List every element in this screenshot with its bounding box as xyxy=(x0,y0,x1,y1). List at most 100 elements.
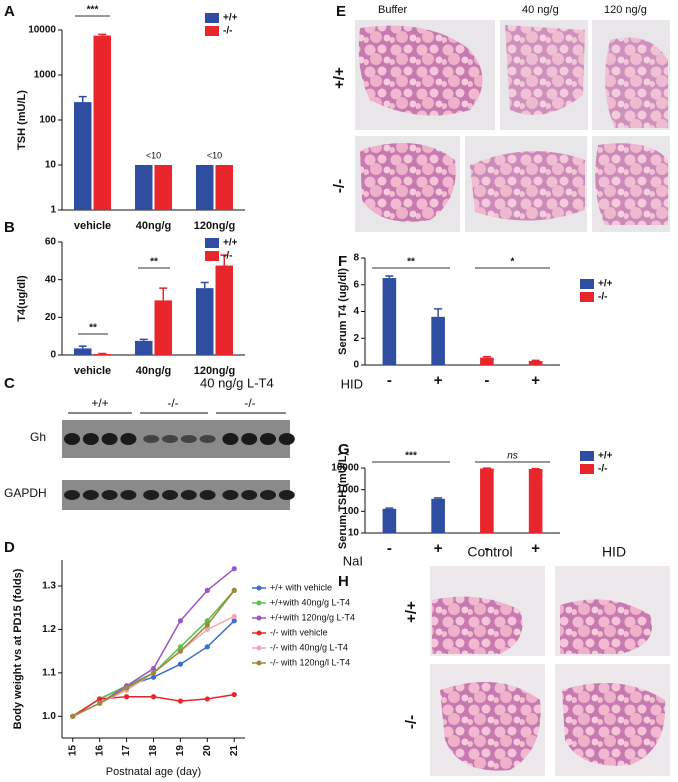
y-tick-label: 6 xyxy=(353,279,359,290)
tissue xyxy=(505,25,585,115)
x-tick-label: - xyxy=(387,372,392,389)
band xyxy=(64,490,80,500)
panel-label: H xyxy=(338,573,349,590)
blot-panel: C 40 ng/g L-T4 +/+ -/- -/- Gh GAPDH xyxy=(4,375,295,510)
band xyxy=(143,490,160,500)
band xyxy=(82,433,99,445)
column-label: 40 ng/g xyxy=(522,4,559,16)
y-tick-label: 1.1 xyxy=(42,668,56,679)
legend-label: +/+ xyxy=(598,451,613,462)
y-tick-label: 1.2 xyxy=(42,624,56,635)
x-tick-label: 40ng/g xyxy=(136,220,171,232)
error-bar xyxy=(385,275,394,279)
band xyxy=(101,433,118,445)
error-bar xyxy=(200,281,209,289)
point xyxy=(150,674,157,680)
band xyxy=(278,490,295,500)
error-bar xyxy=(434,308,443,317)
error-bar xyxy=(139,338,148,341)
tissue xyxy=(470,151,585,221)
panel-label: E xyxy=(336,3,346,20)
bar xyxy=(480,357,494,365)
band xyxy=(120,490,137,500)
legend-swatch xyxy=(205,13,219,23)
x-axis-label: HID xyxy=(341,376,363,391)
annotation: *** xyxy=(87,5,99,16)
x-tick-label: 17 xyxy=(121,745,132,757)
band xyxy=(120,433,137,445)
row-label: GAPDH xyxy=(4,486,47,500)
row-label: -/- xyxy=(331,179,348,193)
annotation: ** xyxy=(150,257,158,268)
point xyxy=(70,713,76,719)
y-tick-label: 4 xyxy=(353,306,359,317)
band xyxy=(180,490,197,500)
y-tick-label: 10 xyxy=(45,160,57,171)
y-tick-label: 0 xyxy=(50,350,56,361)
y-tick-label: 0 xyxy=(353,360,359,371)
legend-label: +/+with 40ng/g L-T4 xyxy=(270,597,350,607)
bar xyxy=(382,278,397,365)
y-tick-label: 10 xyxy=(348,528,360,539)
column-label: Buffer xyxy=(378,4,407,16)
point xyxy=(177,661,184,667)
x-tick-label: 40ng/g xyxy=(136,365,171,377)
x-tick-label: + xyxy=(531,540,540,557)
band xyxy=(222,490,239,500)
error-bar xyxy=(385,507,394,509)
point xyxy=(150,665,157,672)
panel-label: A xyxy=(4,3,15,20)
bar xyxy=(154,300,173,355)
legend-label: +/+ with vehicle xyxy=(270,582,332,592)
y-tick-label: 1.3 xyxy=(42,581,56,592)
legend-swatch xyxy=(580,451,594,461)
tissue xyxy=(562,682,666,766)
y-axis-label: T4(ug/dl) xyxy=(16,275,28,322)
x-tick-label: 20 xyxy=(202,745,213,757)
error-bar xyxy=(434,497,443,499)
group-label: -/- xyxy=(167,396,178,410)
error-bar xyxy=(98,33,107,36)
error-bar xyxy=(159,287,168,301)
legend-label: +/+ xyxy=(223,13,238,24)
bar xyxy=(431,498,445,533)
point xyxy=(204,622,210,628)
x-axis-label: Postnatal age (day) xyxy=(106,766,201,778)
point xyxy=(204,626,210,633)
point xyxy=(177,618,184,624)
legend-label: -/- xyxy=(223,26,232,37)
tissue xyxy=(560,599,652,654)
x-tick-label: + xyxy=(434,372,443,389)
column-label: 120 ng/g xyxy=(604,4,647,16)
band xyxy=(278,433,295,445)
legend-swatch xyxy=(580,464,594,474)
y-tick-label: 100 xyxy=(342,506,359,517)
legend-label: -/- with 40ng/g L-T4 xyxy=(270,642,348,652)
y-axis-label: Serum TSH (mU/L) xyxy=(337,452,349,550)
point xyxy=(123,685,130,691)
annotation: * xyxy=(511,257,515,268)
band xyxy=(222,433,239,445)
y-tick-label: 1 xyxy=(50,205,56,216)
x-tick-label: 120ng/g xyxy=(194,365,236,377)
bar xyxy=(195,165,214,210)
annotation: *** xyxy=(405,451,417,462)
bar xyxy=(431,316,445,365)
bar xyxy=(195,288,214,355)
x-tick-label: 16 xyxy=(94,745,105,757)
row-label: +/+ xyxy=(331,67,348,89)
point xyxy=(204,587,210,593)
legend-marker xyxy=(256,630,262,636)
row-label: Gh xyxy=(30,430,46,444)
lanes xyxy=(64,433,295,500)
bar xyxy=(382,508,397,533)
x-tick-label: - xyxy=(484,540,489,557)
y-tick-label: 60 xyxy=(45,237,57,248)
panel-label: D xyxy=(4,539,15,556)
band xyxy=(162,435,178,443)
point xyxy=(177,644,184,650)
bar xyxy=(93,354,112,355)
error-bar xyxy=(78,95,87,103)
x-tick-label: + xyxy=(531,372,540,389)
